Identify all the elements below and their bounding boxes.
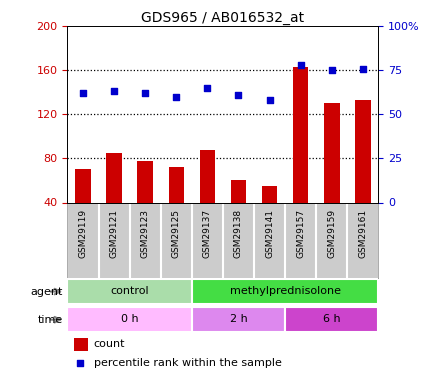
- Text: percentile rank within the sample: percentile rank within the sample: [94, 358, 281, 368]
- Point: [204, 85, 210, 91]
- Bar: [354, 100, 370, 202]
- Text: methylprednisolone: methylprednisolone: [229, 286, 340, 296]
- Text: agent: agent: [31, 286, 63, 297]
- Point: [77, 360, 84, 366]
- Bar: [137, 160, 153, 202]
- Text: time: time: [38, 315, 63, 325]
- Text: 0 h: 0 h: [121, 314, 138, 324]
- Point: [328, 68, 335, 74]
- Text: GSM29137: GSM29137: [202, 209, 211, 258]
- Point: [266, 97, 273, 103]
- Bar: [73, 338, 87, 351]
- Text: control: control: [110, 286, 148, 296]
- Point: [141, 90, 148, 96]
- Bar: [285, 307, 378, 332]
- Text: GSM29138: GSM29138: [233, 209, 243, 258]
- Text: GSM29157: GSM29157: [296, 209, 305, 258]
- Text: GSM29141: GSM29141: [264, 209, 273, 258]
- Point: [296, 62, 303, 68]
- Bar: [67, 279, 191, 304]
- Text: 6 h: 6 h: [322, 314, 340, 324]
- Text: GSM29119: GSM29119: [78, 209, 87, 258]
- Text: GSM29125: GSM29125: [171, 209, 181, 258]
- Bar: [191, 307, 285, 332]
- Bar: [292, 67, 308, 203]
- Bar: [106, 153, 122, 203]
- Text: GSM29121: GSM29121: [109, 209, 118, 258]
- Text: GSM29159: GSM29159: [326, 209, 335, 258]
- Point: [234, 92, 241, 98]
- Bar: [67, 307, 191, 332]
- Point: [110, 88, 117, 94]
- Point: [358, 66, 365, 72]
- Point: [172, 94, 179, 100]
- Bar: [191, 279, 378, 304]
- Point: [79, 90, 86, 96]
- Text: GSM29123: GSM29123: [140, 209, 149, 258]
- Text: 2 h: 2 h: [229, 314, 247, 324]
- Title: GDS965 / AB016532_at: GDS965 / AB016532_at: [141, 11, 304, 25]
- Text: GSM29161: GSM29161: [358, 209, 367, 258]
- Bar: [230, 180, 246, 203]
- Bar: [199, 150, 215, 202]
- Bar: [75, 170, 91, 202]
- Bar: [261, 186, 277, 202]
- Bar: [168, 167, 184, 202]
- Text: count: count: [94, 339, 125, 349]
- Bar: [323, 104, 339, 202]
